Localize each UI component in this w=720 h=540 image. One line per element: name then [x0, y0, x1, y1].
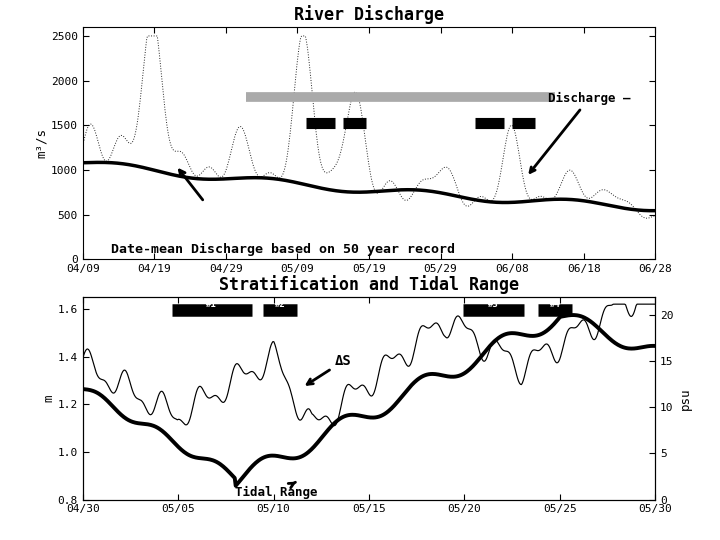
Title: Stratification and Tidal Range: Stratification and Tidal Range: [219, 275, 519, 294]
Text: #4: #4: [549, 300, 560, 309]
Text: ΔS: ΔS: [307, 354, 351, 384]
Text: Date-mean Discharge based on 50 year record: Date-mean Discharge based on 50 year rec…: [112, 243, 456, 256]
Text: #1: #1: [206, 300, 217, 309]
Title: River Discharge: River Discharge: [294, 5, 444, 24]
Text: #3: #3: [488, 300, 499, 309]
Y-axis label: psu: psu: [679, 387, 692, 409]
Y-axis label: m³/s: m³/s: [35, 128, 48, 158]
Text: #2: #2: [275, 300, 286, 309]
Text: Discharge –: Discharge –: [530, 92, 631, 172]
Y-axis label: m: m: [42, 395, 55, 402]
Text: Tidal Range: Tidal Range: [235, 482, 318, 500]
